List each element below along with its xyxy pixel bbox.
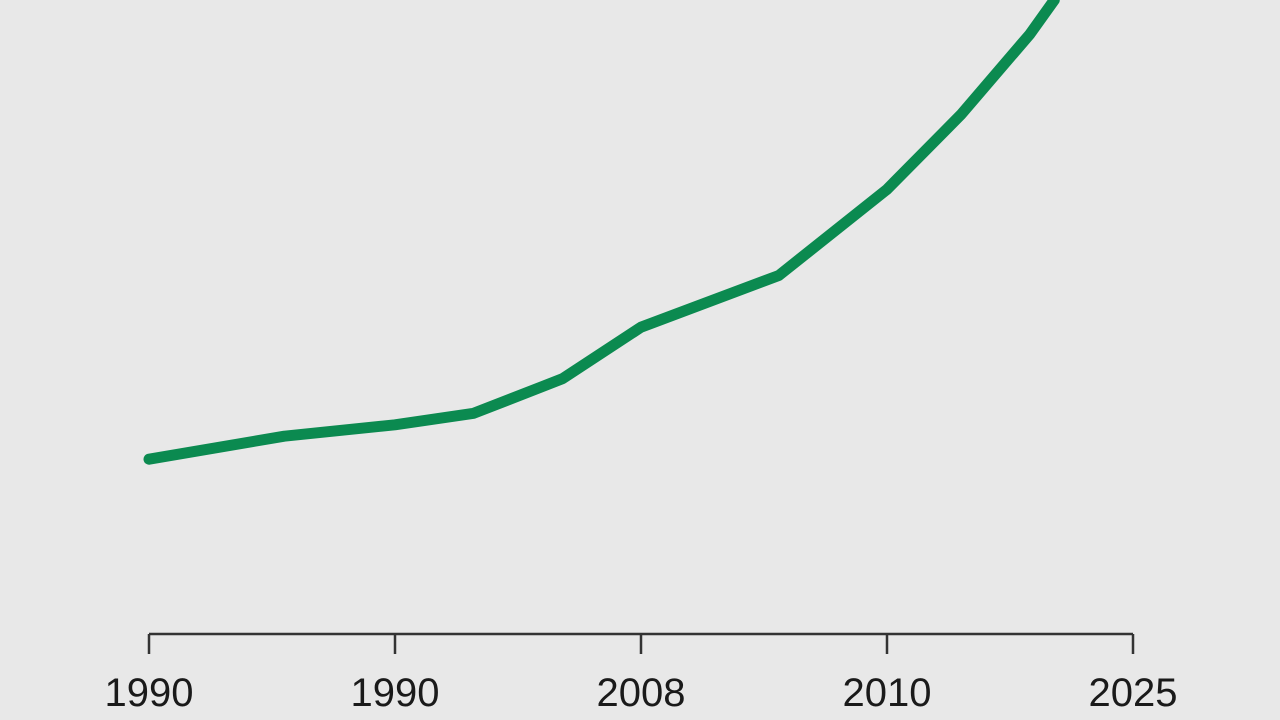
x-tick-label: 1990 — [351, 671, 440, 715]
x-tick-label: 2025 — [1089, 671, 1178, 715]
x-axis-ticks: 1990 1990 2008 2010 2025 — [105, 634, 1178, 715]
series-layer — [143, 0, 1060, 465]
series-line — [143, 0, 1060, 465]
x-tick-label: 2008 — [597, 671, 686, 715]
x-tick-label: 1990 — [105, 671, 194, 715]
x-tick-label: 2010 — [843, 671, 932, 715]
